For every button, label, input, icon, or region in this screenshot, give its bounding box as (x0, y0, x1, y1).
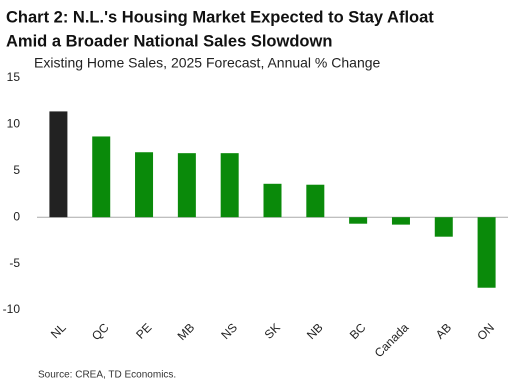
x-tick-label: SK (262, 320, 283, 341)
x-tick-label: AB (433, 320, 454, 341)
chart-subtitle: Existing Home Sales, 2025 Forecast, Annu… (34, 55, 381, 71)
bar (349, 217, 368, 224)
y-tick-label: -10 (3, 302, 21, 316)
bar (92, 136, 111, 218)
x-tick-label: BC (347, 320, 369, 342)
bar (434, 217, 453, 237)
chart-title: Chart 2: N.L.'s Housing Market Expected … (6, 8, 434, 26)
y-tick-label: -5 (9, 256, 20, 270)
y-tick-label: 10 (7, 117, 21, 131)
y-tick-label: 5 (13, 163, 20, 177)
x-tick-label: QC (89, 320, 112, 343)
bar (135, 152, 154, 218)
bar (177, 153, 196, 218)
chart-title: Amid a Broader National Sales Slowdown (6, 32, 332, 50)
source-note: Source: CREA, TD Economics. (38, 370, 176, 381)
x-tick-label: NL (48, 320, 69, 341)
x-tick-label: NB (304, 320, 326, 342)
bar (477, 217, 496, 288)
x-tick-label: ON (474, 320, 497, 343)
y-tick-label: 15 (7, 70, 21, 84)
y-tick-label: 0 (13, 209, 20, 223)
x-tick-label: MB (175, 320, 198, 343)
x-tick-label: Canada (372, 320, 412, 360)
bar (263, 183, 282, 218)
bar (306, 184, 325, 218)
x-tick-label: NS (218, 320, 240, 342)
bar (391, 217, 410, 225)
x-tick-label: PE (133, 320, 154, 341)
bar (49, 111, 68, 218)
bar (220, 153, 239, 218)
